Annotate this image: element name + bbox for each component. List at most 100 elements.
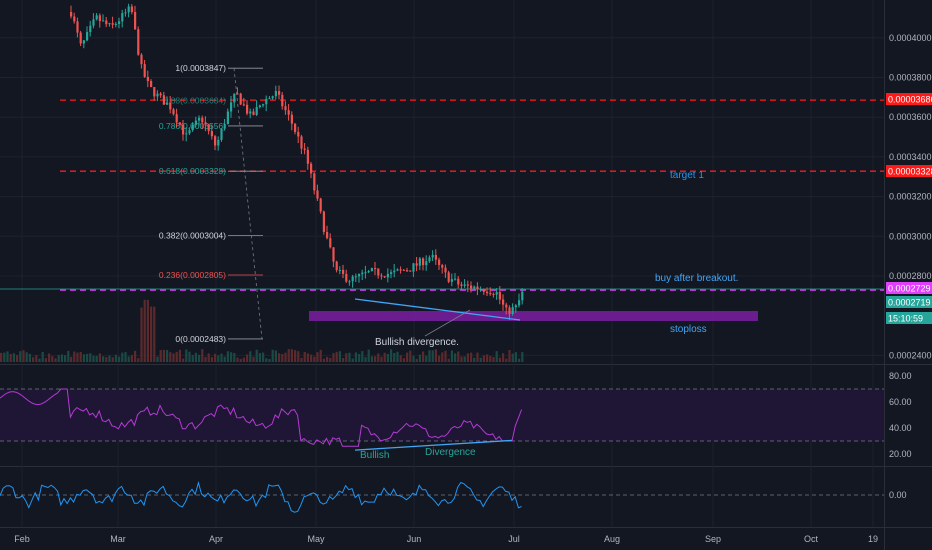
candle-body <box>294 123 297 132</box>
volume-bar <box>223 356 226 362</box>
volume-bar <box>194 352 197 362</box>
volume-bar <box>479 357 482 362</box>
price-tag <box>886 312 932 324</box>
volume-bar <box>450 350 453 362</box>
volume-bar <box>146 299 149 362</box>
candle-body <box>159 93 162 96</box>
volume-bar <box>502 353 505 362</box>
price-tag-text: 0.00003328 <box>888 167 932 177</box>
candle-body <box>265 98 268 105</box>
candle-body <box>406 270 409 272</box>
candle-body <box>444 267 447 273</box>
volume-bar <box>329 357 332 362</box>
volume-bar <box>278 353 281 362</box>
candle-body <box>335 261 338 271</box>
candle-body <box>514 305 517 308</box>
volume-bar <box>415 358 418 362</box>
volume-bar <box>374 356 377 362</box>
target-label: target 1 <box>670 170 704 181</box>
pane-separator <box>0 527 932 528</box>
candle-body <box>287 110 290 115</box>
price-axis-border <box>884 0 885 550</box>
candle-body <box>207 124 210 131</box>
volume-bar <box>114 354 117 362</box>
candle-body <box>249 111 252 114</box>
candle-body <box>431 254 434 258</box>
volume-bar <box>268 358 271 362</box>
volume-bar <box>226 351 229 362</box>
candle-body <box>463 284 466 286</box>
time-tick-label: Aug <box>604 534 620 544</box>
rsi-divergence-label: Divergence <box>425 447 476 458</box>
volume-bar <box>393 352 396 362</box>
volume-bar <box>198 354 201 362</box>
candle-body <box>191 124 194 131</box>
fib-level-label: 0.618(0.0003328) <box>159 166 226 176</box>
candle-body <box>111 23 114 25</box>
candle-body <box>134 12 137 30</box>
time-tick-label: Sep <box>705 534 721 544</box>
price-tag-text: 0.00003686 <box>888 95 932 105</box>
volume-bar <box>6 351 9 362</box>
candle-body <box>342 269 345 274</box>
candle-body <box>92 19 95 26</box>
volume-bar <box>284 352 287 362</box>
volume-bar <box>134 350 137 362</box>
volume-bar <box>262 352 265 362</box>
volume-bar <box>406 352 409 362</box>
candle-body <box>438 259 441 266</box>
volume-bar <box>431 350 434 362</box>
volume-bar <box>143 299 146 362</box>
volume-bar <box>182 358 185 362</box>
candle-body <box>418 258 421 266</box>
candle-body <box>348 281 351 283</box>
volume-bar <box>60 354 63 362</box>
candle-body <box>441 265 444 268</box>
candle-body <box>204 122 207 125</box>
candle-body <box>303 148 306 150</box>
price-tag-text: 0.0002729 <box>888 284 931 294</box>
candle-body <box>415 263 418 266</box>
stoploss-label: stoploss <box>670 324 707 335</box>
candle-body <box>188 130 191 134</box>
volume-bar <box>495 351 498 362</box>
price-tick-label: 0.0002800 <box>889 271 932 281</box>
time-tick-label: Oct <box>804 534 819 544</box>
volume-bar <box>316 352 319 362</box>
candle-body <box>258 105 261 108</box>
volume-bars <box>0 299 524 362</box>
volume-bar <box>233 352 236 362</box>
candle-body <box>79 32 82 44</box>
candle-body <box>402 269 405 271</box>
volume-bar <box>418 354 421 362</box>
candle-body <box>162 95 165 105</box>
price-tick-label: 0.0003400 <box>889 152 932 162</box>
volume-bar <box>361 351 364 362</box>
volume-bar <box>457 351 460 362</box>
volume-bar <box>220 353 223 362</box>
volume-bar <box>214 353 217 362</box>
candle-body <box>268 98 271 100</box>
candle-body <box>505 304 508 308</box>
volume-bar <box>159 350 162 362</box>
rsi-line <box>0 388 523 447</box>
volume-bar <box>463 356 466 362</box>
candle-body <box>169 102 172 110</box>
volume-bar <box>48 353 51 362</box>
volume-bar <box>153 306 156 362</box>
candle-body <box>502 299 505 305</box>
time-tick-label: Feb <box>14 534 30 544</box>
volume-bar <box>313 356 316 362</box>
volume-bar <box>514 352 517 362</box>
volume-bar <box>486 354 489 362</box>
candle-body <box>393 270 396 273</box>
volume-bar <box>460 356 463 362</box>
fib-level-label: 1(0.0003847) <box>175 63 226 73</box>
volume-bar <box>281 354 284 362</box>
oscillator-pane <box>0 480 884 513</box>
candle-body <box>454 278 457 280</box>
candle-body <box>319 198 322 212</box>
candle-body <box>98 15 101 22</box>
candle-body <box>351 276 354 282</box>
